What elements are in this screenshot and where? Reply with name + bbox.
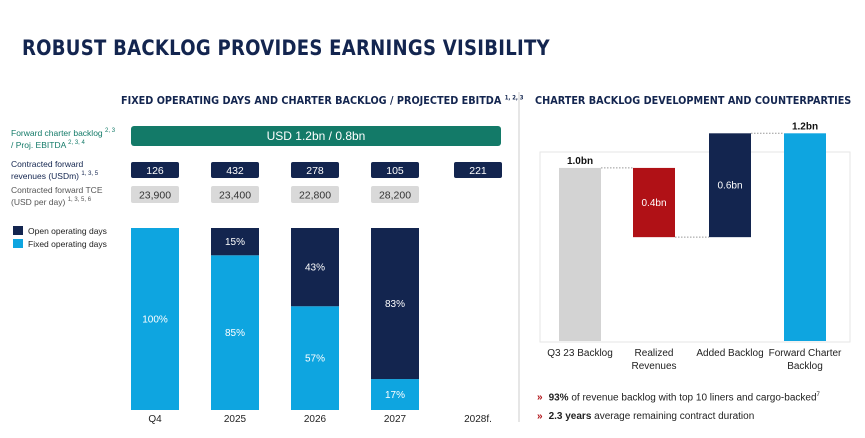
value-label: 100% (142, 315, 168, 326)
chart-title-text: FIXED OPERATING DAYS AND CHARTER BACKLOG… (121, 94, 502, 107)
bar-segment (211, 255, 259, 410)
bullet-sup: 7 (816, 392, 820, 398)
label-sup: 2, 3, 4 (68, 139, 85, 146)
label: Forward charter backlog (11, 127, 103, 138)
value-label: 1.2bn (792, 121, 818, 132)
x-tick-label: Q3 23 Backlog (547, 348, 613, 359)
chart-title: CHARTER BACKLOG DEVELOPMENT AND COUNTERP… (535, 94, 852, 107)
label-sup: 2, 3 (105, 128, 116, 134)
bullet: » 93% of revenue backlog with top 10 line… (537, 392, 820, 403)
revenue-value: 126 (146, 165, 164, 177)
revenue-box (371, 162, 419, 178)
bar-segment (371, 379, 419, 410)
bar-segment (291, 306, 339, 410)
value-label: 1.0bn (567, 156, 593, 167)
x-tick-label: Added Backlog (696, 348, 764, 359)
bar-segment (371, 228, 419, 380)
value-label: 57% (305, 354, 325, 365)
bullet-text: of revenue backlog with top 10 liners an… (568, 392, 817, 404)
value-label: 83% (385, 299, 405, 310)
label-sup: 1, 3, 5 (81, 171, 99, 177)
revenue-box (211, 162, 259, 178)
tce-value: 23,400 (219, 190, 251, 202)
row-label: Contracted forward revenues (USDm) 1, 3,… (11, 159, 106, 181)
legend-label: Fixed operating days (28, 239, 107, 249)
value-label: 15% (225, 237, 245, 248)
revenue-value: 432 (226, 165, 244, 177)
tce-box (291, 186, 339, 203)
waterfall-bar (633, 167, 675, 238)
banner-text: USD 1.2bn / 0.8bn (266, 129, 366, 143)
x-tick-label: 2028f. (464, 414, 492, 425)
chart-title: FIXED OPERATING DAYS AND CHARTER BACKLOG… (121, 94, 523, 107)
slide-title: ROBUST BACKLOG PROVIDES EARNINGS VISIBIL… (22, 36, 550, 60)
value-label: 17% (385, 390, 405, 401)
bullet-marker: » (537, 392, 543, 404)
legend-swatch (13, 239, 23, 248)
bar-segment (131, 228, 179, 410)
value-label: 85% (225, 328, 245, 339)
tce-box (371, 186, 419, 203)
label: Contracted forward TCE (USD per day) (11, 185, 103, 207)
revenue-box (454, 162, 502, 178)
revenue-value: 221 (469, 165, 487, 177)
bar-segment (211, 228, 259, 256)
revenue-value: 105 (386, 165, 404, 177)
value-label: 43% (305, 263, 325, 274)
tce-box (131, 186, 179, 203)
x-tick-label: 2027 (383, 414, 407, 425)
label: Contracted forward revenues (USDm) (11, 159, 84, 181)
revenue-value: 278 (306, 165, 324, 177)
x-tick-label: Forward Charter Backlog (768, 348, 842, 372)
value-label: 0.4bn (641, 198, 666, 209)
label-sup: 1, 3, 5, 6 (67, 197, 92, 203)
bar-segment (291, 228, 339, 307)
bullet: » 2.3 years average remaining contract du… (537, 411, 754, 422)
waterfall-bar (784, 133, 826, 341)
revenue-box (291, 162, 339, 178)
x-tick-label: Q4 (148, 414, 162, 425)
value-label: 0.6bn (717, 181, 742, 192)
chart-title-sup: 1, 2, 3 (504, 94, 524, 102)
label: / Proj. EBITDA (11, 139, 66, 150)
bullet-text: average remaining contract duration (591, 411, 755, 422)
tce-box (211, 186, 259, 203)
tce-value: 22,800 (299, 190, 331, 202)
tce-value: 28,200 (379, 190, 411, 202)
waterfall-bar (559, 167, 601, 341)
waterfall-bar (709, 133, 751, 238)
legend-label: Open operating days (28, 226, 107, 236)
x-tick-label: 2025 (223, 414, 247, 425)
tce-value: 23,900 (139, 190, 171, 202)
backlog-banner (131, 126, 501, 146)
revenue-box (131, 162, 179, 178)
legend-swatch (13, 226, 23, 235)
x-tick-label: 2026 (303, 414, 327, 425)
plot-frame (539, 151, 851, 343)
x-tick-label: Realized Revenues (631, 348, 677, 372)
bullet-marker: » (537, 411, 543, 422)
bullet-bold: 93% (548, 392, 569, 404)
bullet-bold: 2.3 years (548, 411, 592, 422)
row-label: Contracted forward TCE (USD per day) 1, … (11, 185, 106, 207)
row-label: Forward charter backlog 2, 3 / Proj. EBIT… (11, 126, 126, 150)
